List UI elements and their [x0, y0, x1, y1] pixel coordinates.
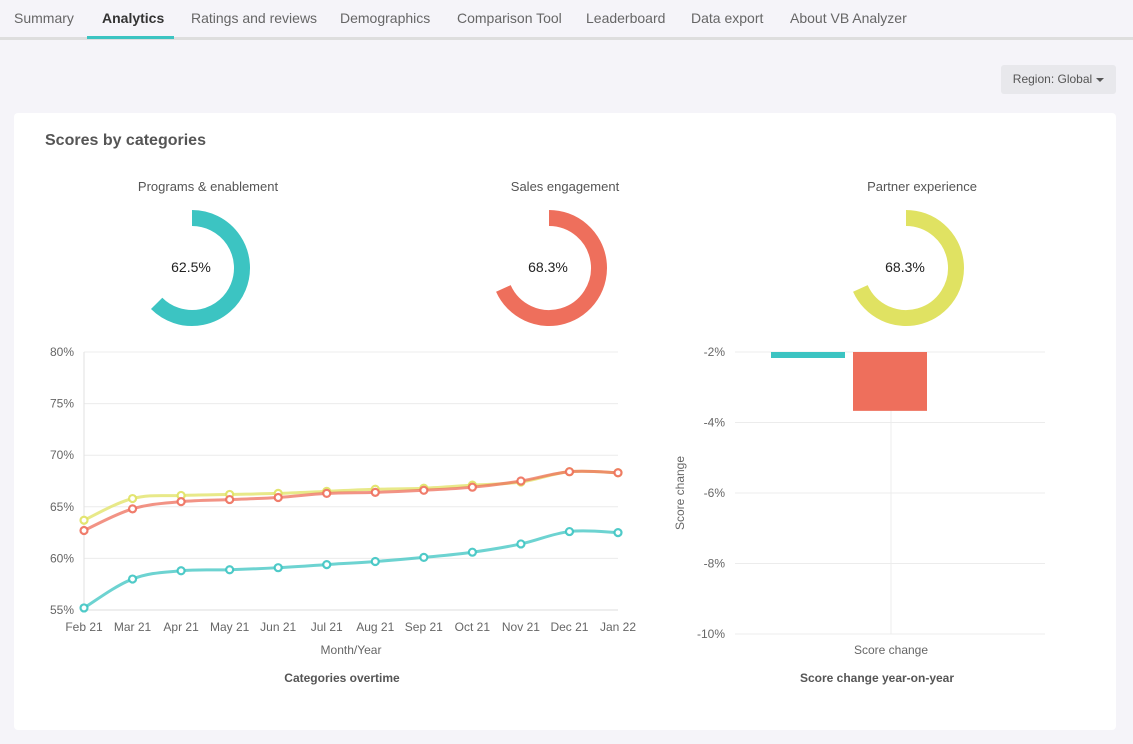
tab-about-vb-analyzer[interactable]: About VB Analyzer — [790, 10, 907, 26]
y-tick-label: 55% — [50, 603, 74, 617]
gauge-title: Programs & enablement — [138, 179, 279, 194]
tab-comparison-tool[interactable]: Comparison Tool — [457, 10, 562, 26]
data-point[interactable] — [419, 485, 429, 495]
data-point[interactable] — [613, 527, 623, 538]
data-point[interactable] — [322, 488, 332, 498]
gauge-partner-experience: Partner experience 68.3% — [853, 179, 977, 326]
tab-summary[interactable]: Summary — [14, 10, 74, 26]
bar-programs-enablement[interactable] — [771, 352, 845, 358]
y-tick-label: 60% — [50, 551, 74, 565]
line-chart-categories-overtime: 80% 75% 70% 65% 60% 55% Feb 21 Mar 21 Apr 21 May… — [50, 345, 636, 685]
x-tick-label: Dec 21 — [550, 620, 588, 634]
series-line — [83, 469, 619, 532]
y-tick-label: -6% — [704, 486, 726, 500]
data-point[interactable] — [564, 467, 575, 477]
tab-leaderboard[interactable]: Leaderboard — [586, 10, 666, 26]
gauge-sales-engagement: Sales engagement 68.3% — [496, 179, 620, 326]
data-point[interactable] — [370, 487, 380, 497]
gauge-arc — [496, 210, 607, 326]
chart-title: Categories overtime — [284, 671, 400, 685]
data-point[interactable] — [516, 539, 526, 549]
data-point[interactable] — [370, 556, 380, 567]
bar-chart-score-change: -2% -4% -6% -8% -10% Score change Score chan… — [673, 345, 1045, 685]
x-tick-label: Aug 21 — [356, 620, 394, 634]
x-tick-label: Feb 21 — [65, 620, 103, 634]
data-point[interactable] — [564, 526, 575, 537]
gauge-value-label: 68.3% — [528, 259, 568, 275]
bar-sales-engagement[interactable] — [853, 352, 927, 411]
gauge-title: Partner experience — [867, 179, 977, 194]
data-point[interactable] — [225, 565, 235, 575]
tab-bar: Summary Analytics Ratings and reviews De… — [0, 0, 1133, 40]
y-tick-label: -4% — [704, 416, 726, 430]
data-point[interactable] — [127, 574, 138, 584]
x-tick-label: Apr 21 — [163, 620, 199, 634]
data-point[interactable] — [127, 493, 138, 504]
series-programs-enablement — [79, 526, 623, 613]
y-tick-label: 75% — [50, 397, 74, 411]
data-point[interactable] — [467, 547, 477, 557]
data-point[interactable] — [176, 566, 186, 576]
data-point[interactable] — [613, 468, 623, 478]
data-point[interactable] — [225, 494, 235, 505]
gauge-arc — [853, 210, 964, 326]
gauge-programs-enablement: Programs & enablement 62.5% — [138, 179, 279, 326]
x-tick-label: Score change — [854, 643, 928, 657]
y-axis-title: Score change — [673, 456, 687, 530]
data-point[interactable] — [273, 492, 283, 503]
data-point[interactable] — [176, 497, 186, 507]
series-sales-engagement — [79, 467, 623, 536]
y-tick-label: -10% — [697, 627, 725, 641]
y-tick-label: 70% — [50, 448, 74, 462]
x-tick-label: Jun 21 — [260, 620, 296, 634]
tab-analytics[interactable]: Analytics — [102, 10, 165, 26]
data-point[interactable] — [273, 563, 283, 573]
caret-down-icon — [1096, 77, 1105, 82]
data-point[interactable] — [516, 476, 526, 486]
data-point[interactable] — [467, 482, 477, 492]
x-tick-label: Oct 21 — [455, 620, 491, 634]
tab-ratings-and-reviews[interactable]: Ratings and reviews — [191, 10, 318, 26]
x-tick-label: May 21 — [210, 620, 250, 634]
x-tick-label: Nov 21 — [502, 620, 540, 634]
x-tick-label: Jan 22 — [600, 620, 636, 634]
data-point[interactable] — [419, 552, 429, 562]
series-line — [83, 529, 619, 610]
tab-data-export[interactable]: Data export — [691, 10, 764, 26]
data-point[interactable] — [79, 515, 89, 525]
active-tab-indicator — [87, 36, 174, 39]
x-tick-label: Sep 21 — [405, 620, 443, 634]
gauge-value-label: 62.5% — [171, 259, 211, 275]
data-point[interactable] — [127, 504, 138, 514]
tab-demographics[interactable]: Demographics — [340, 10, 431, 26]
y-tick-label: 65% — [50, 500, 74, 514]
data-point[interactable] — [322, 559, 332, 570]
x-tick-label: Mar 21 — [114, 620, 152, 634]
y-tick-label: 80% — [50, 345, 74, 359]
gauge-arc — [150, 210, 250, 326]
gauge-title: Sales engagement — [511, 179, 620, 194]
y-tick-label: -8% — [704, 557, 726, 571]
data-point[interactable] — [79, 603, 89, 613]
chart-title: Score change year-on-year — [800, 671, 954, 685]
region-dropdown-button[interactable]: Region: Global — [1001, 65, 1116, 94]
y-tick-label: -2% — [704, 345, 726, 359]
region-button-label: Region: Global — [1012, 72, 1093, 86]
x-axis-title: Month/Year — [321, 643, 382, 657]
data-point[interactable] — [79, 525, 89, 536]
gauge-value-label: 68.3% — [885, 259, 925, 275]
card-title: Scores by categories — [45, 132, 206, 149]
x-tick-label: Jul 21 — [311, 620, 343, 634]
